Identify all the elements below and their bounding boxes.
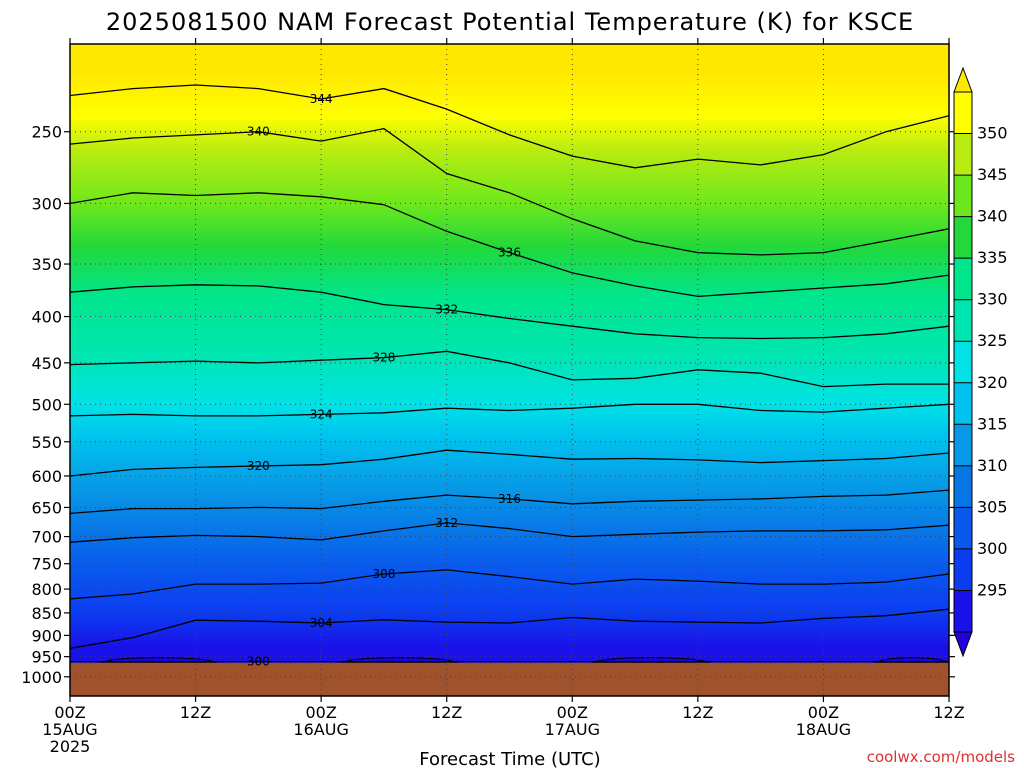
x-tick-label: 17AUG xyxy=(545,720,600,739)
contour-label: 344 xyxy=(310,92,333,106)
contour-labels: 300 304 308 312 316 320 324 328 332 336 340 344 xyxy=(247,92,521,669)
contour-label: 300 xyxy=(247,655,270,669)
y-tick-label: 1000 xyxy=(21,668,62,687)
contour-label: 336 xyxy=(498,246,521,260)
chart-title: 2025081500 NAM Forecast Potential Temper… xyxy=(106,8,914,36)
x-tick-label: 18AUG xyxy=(796,720,851,739)
contour-label: 320 xyxy=(247,459,270,473)
ground-fill xyxy=(70,662,949,696)
x-tick-label: 00Z xyxy=(557,703,588,722)
colorbar-max-arrow xyxy=(953,66,973,93)
y-tick-label: 700 xyxy=(31,528,62,547)
colorbar-segment xyxy=(954,424,972,467)
contour-line xyxy=(70,284,949,340)
colorbar-segment xyxy=(954,507,972,550)
y-axis: 250 300 350 400 450 500 550 600 650 700 750 800 850 9… xyxy=(21,123,955,687)
x-axis-label: Forecast Time (UTC) xyxy=(419,749,600,768)
contour-label: 312 xyxy=(435,516,458,530)
x-tick-label: 00Z xyxy=(54,703,85,722)
contour-line xyxy=(70,84,949,169)
y-tick-label: 800 xyxy=(31,580,62,599)
y-tick-label: 750 xyxy=(31,555,62,574)
x-tick-label: 15AUG xyxy=(42,720,97,739)
y-tick-label: 900 xyxy=(31,626,62,645)
colorbar-label: 340 xyxy=(977,207,1008,226)
x-tick-label: 16AUG xyxy=(293,720,348,739)
contour-label: 304 xyxy=(310,616,333,630)
colorbar-segment xyxy=(954,382,972,425)
contour-label: 328 xyxy=(372,351,395,365)
y-tick-label: 350 xyxy=(31,255,62,274)
temperature-shading xyxy=(70,44,949,696)
colorbar-label: 295 xyxy=(977,580,1008,599)
y-tick-label: 600 xyxy=(31,467,62,486)
y-tick-label: 550 xyxy=(31,433,62,452)
x-tick-label: 2025 xyxy=(50,737,91,756)
credit-text: coolwx.com/models xyxy=(867,748,1015,766)
x-tick-label: 00Z xyxy=(305,703,336,722)
colorbar-segment xyxy=(954,548,972,591)
x-tick-label: 12Z xyxy=(180,703,211,722)
x-tick-label: 12Z xyxy=(933,703,964,722)
contour-line xyxy=(70,192,949,298)
colorbar-segment xyxy=(954,341,972,384)
contour-label: 332 xyxy=(435,303,458,317)
colorbar-label: 335 xyxy=(977,248,1008,267)
colorbar-label: 345 xyxy=(977,165,1008,184)
colorbar-segment xyxy=(954,216,972,259)
y-tick-label: 650 xyxy=(31,498,62,517)
colorbar-label: 315 xyxy=(977,414,1008,433)
x-tick-label: 12Z xyxy=(682,703,713,722)
contour-lines xyxy=(70,84,949,663)
x-tick-label: 12Z xyxy=(431,703,462,722)
ground-below-surface xyxy=(70,662,949,696)
colorbar-segment xyxy=(954,92,972,135)
contour-line xyxy=(70,489,949,515)
contour-line xyxy=(70,569,949,600)
plot-area: 300 304 308 312 316 320 324 328 332 336 340 344 xyxy=(70,44,949,696)
y-tick-label: 400 xyxy=(31,308,62,327)
contour-label: 316 xyxy=(498,492,521,506)
colorbar-label: 300 xyxy=(977,539,1008,558)
contour-line xyxy=(70,449,949,477)
colorbar: 295 300 305 310 315 320 325 330 335 340 345 350 xyxy=(953,66,1008,658)
colorbar-label: 330 xyxy=(977,290,1008,309)
plot-frame xyxy=(69,43,950,697)
contour-line xyxy=(70,522,949,543)
colorbar-label: 310 xyxy=(977,456,1008,475)
contour-line xyxy=(70,403,949,417)
x-tick-label: 00Z xyxy=(808,703,839,722)
contour-label: 324 xyxy=(310,407,333,421)
colorbar-label: 320 xyxy=(977,373,1008,392)
contour-line xyxy=(70,350,949,388)
contour-line xyxy=(70,608,949,649)
contour-label: 340 xyxy=(247,125,270,139)
y-tick-label: 300 xyxy=(31,194,62,213)
y-tick-label: 250 xyxy=(31,123,62,142)
colorbar-label: 350 xyxy=(977,124,1008,143)
colorbar-segment xyxy=(954,299,972,342)
colorbar-segment xyxy=(954,175,972,218)
colorbar-frame xyxy=(953,91,973,633)
colorbar-segment xyxy=(954,465,972,508)
contour-label: 308 xyxy=(372,567,395,581)
contour-line xyxy=(70,127,949,256)
colorbar-min-arrow xyxy=(953,631,973,658)
y-tick-label: 850 xyxy=(31,604,62,623)
colorbar-segment xyxy=(954,590,972,633)
colorbar-segment xyxy=(954,258,972,301)
colorbar-label: 305 xyxy=(977,497,1008,516)
y-tick-label: 950 xyxy=(31,648,62,667)
y-tick-label: 450 xyxy=(31,354,62,373)
y-tick-label: 500 xyxy=(31,395,62,414)
colorbar-segment xyxy=(954,133,972,176)
colorbar-label: 325 xyxy=(977,331,1008,350)
